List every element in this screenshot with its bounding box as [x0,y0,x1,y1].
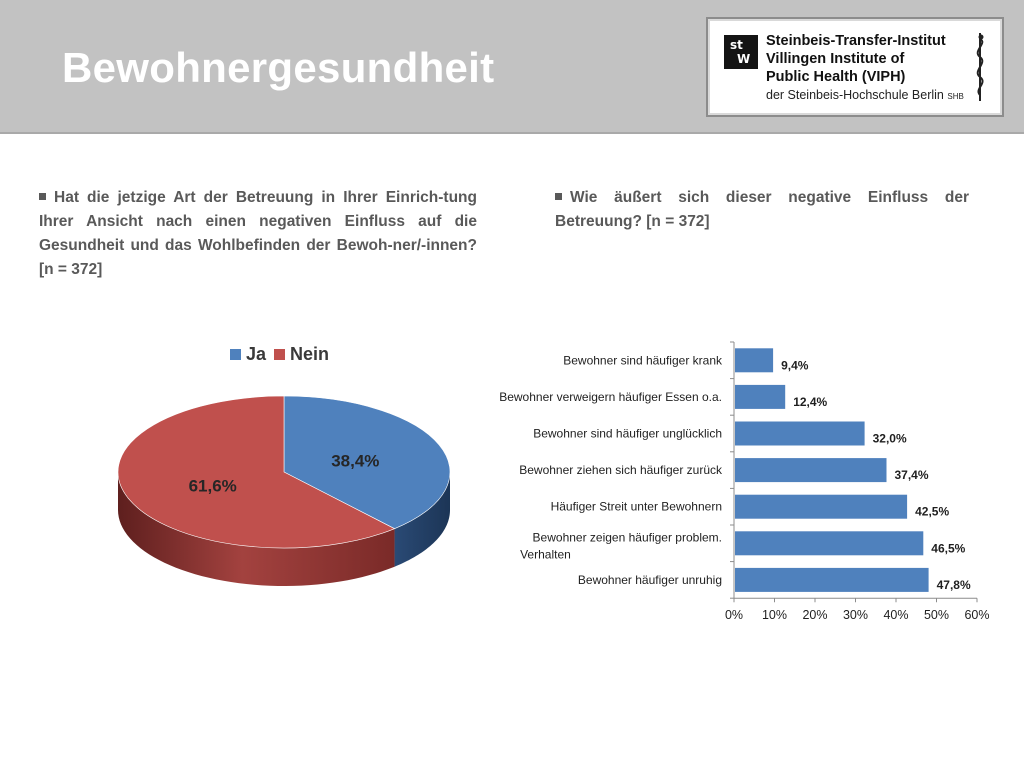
bar-category-label: Bewohner ziehen sich häufiger zurück [519,463,723,477]
bar-1 [735,348,774,373]
bar-value-label: 42,5% [915,505,949,519]
bar-value-label: 9,4% [781,358,809,372]
bar-x-tick-label: 20% [802,608,827,622]
bar-category-label: Bewohner sind häufiger unglücklich [533,427,722,441]
bullet-icon [39,193,46,200]
bar-6 [735,531,924,556]
stw-logo-mark: st W [724,35,758,69]
pie-label-nein: 61,6% [189,477,237,496]
bar-2 [735,384,786,409]
bar-3 [735,421,865,446]
bar-5 [735,494,908,519]
bar-value-label: 46,5% [931,541,965,555]
question-right: Wie äußert sich dieser negative Einfluss… [555,186,969,234]
bar-x-tick-label: 0% [725,608,743,622]
pie-side-ja [394,472,450,567]
bar-category-label: Bewohner verweigern häufiger Essen o.a. [499,390,722,404]
logo-line-4-text: der Steinbeis-Hochschule Berlin [766,88,944,102]
logo-line-4: der Steinbeis-Hochschule Berlin SHB [766,88,964,102]
pie-slice-nein [117,395,396,549]
bar-4 [735,458,887,483]
bar-x-tick-label: 40% [883,608,908,622]
pie-legend: Ja Nein [230,342,337,366]
pie-slice-ja [283,395,451,530]
bar-value-label: 12,4% [793,395,827,409]
bar-value-label: 37,4% [895,468,929,482]
bar-value-label: 47,8% [937,578,971,592]
logo-line-2: Villingen Institute of [766,51,905,67]
question-left-text: Hat die jetzige Art der Betreuung in Ihr… [39,189,477,278]
question-right-text: Wie äußert sich dieser negative Einfluss… [555,189,969,230]
bar-value-label: 32,0% [873,432,907,446]
logo-suffix: SHB [947,92,964,101]
header-bar: Bewohnergesundheit st W Steinbeis-Transf… [0,0,1024,134]
bullet-icon [555,193,562,200]
question-left: Hat die jetzige Art der Betreuung in Ihr… [39,186,477,282]
logo-line-1: Steinbeis-Transfer-Institut [766,33,946,49]
logo-line-3: Public Health (VIPH) [766,69,906,85]
bar-x-tick-label: 50% [924,608,949,622]
bar-category-label: Bewohner häufiger unruhig [578,573,722,587]
pie-side-nein [118,472,395,586]
bar-chart: 0% 10% 20% 30% 40% 50% 60% Bewohner sind häufig… [499,341,990,622]
logo-mark-letters-top: st [730,38,743,52]
legend-swatch-ja [230,348,241,360]
bar-x-tick-label: 10% [762,608,787,622]
staff-of-asclepius-icon [976,33,984,101]
bar-x-tick-label: 60% [964,608,989,622]
bar-category-label: Bewohner sind häufiger krank [563,353,723,367]
institute-logo: st W Steinbeis-Transfer-Institut Villing… [706,17,1004,117]
legend-label-nein: Nein [290,343,330,364]
pie-label-ja: 38,4% [331,452,379,471]
pie-chart: 38,4% 61,6% [117,395,451,586]
bar-x-tick-label: 30% [843,608,868,622]
legend-swatch-nein [274,348,286,360]
bar-category-label: Bewohner zeigen häufiger problem. Verhalt… [520,530,722,561]
page-title: Bewohnergesundheit [62,44,495,91]
logo-mark-letter-bottom: W [737,52,751,66]
legend-label-ja: Ja [246,343,267,364]
bar-category-label: Häufiger Streit unter Bewohnern [551,500,722,514]
bar-7 [735,567,929,592]
